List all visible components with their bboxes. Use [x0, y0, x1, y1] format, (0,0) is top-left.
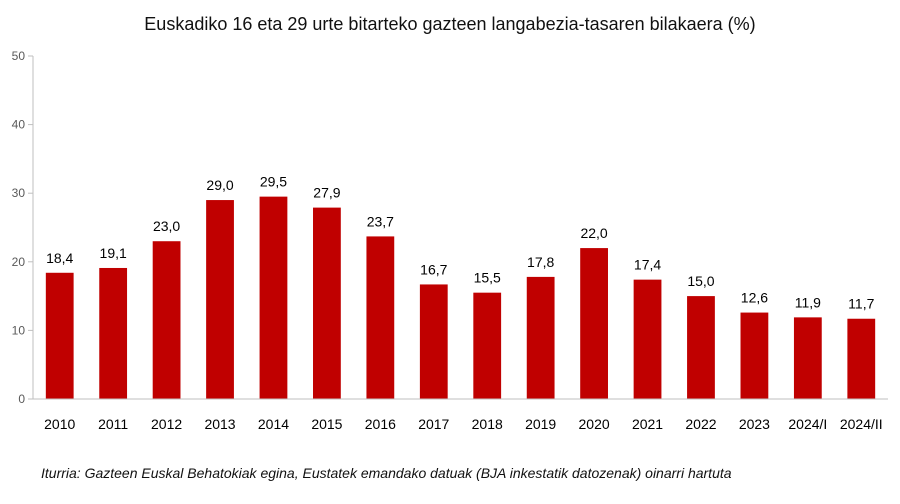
bar: [152, 241, 181, 399]
data-label: 11,9: [795, 294, 821, 310]
x-tick-label: 2020: [579, 416, 610, 432]
x-tick-label: 2010: [44, 416, 75, 432]
bar: [847, 318, 876, 399]
bar: [45, 272, 74, 399]
source-note: Iturria: Gazteen Euskal Behatokiak egina…: [41, 465, 732, 481]
data-label: 29,5: [260, 174, 287, 190]
y-tick-label: 10: [12, 323, 26, 337]
bar: [793, 317, 822, 399]
data-label: 15,5: [474, 270, 501, 286]
x-tick-label: 2021: [632, 416, 663, 432]
x-tick-label: 2014: [258, 416, 289, 432]
y-tick-label: 0: [18, 392, 25, 406]
bar: [473, 292, 502, 399]
x-tick-label: 2016: [365, 416, 396, 432]
data-label: 29,0: [206, 177, 233, 193]
x-tick-label: 2013: [204, 416, 235, 432]
data-label: 11,7: [848, 296, 874, 312]
y-tick-label: 30: [12, 186, 26, 200]
data-label: 16,7: [420, 261, 447, 277]
bar: [526, 276, 555, 399]
data-label: 23,7: [367, 213, 394, 229]
chart-title: Euskadiko 16 eta 29 urte bitarteko gazte…: [144, 14, 756, 34]
bar: [419, 284, 448, 399]
data-label: 22,0: [580, 225, 607, 241]
data-label: 12,6: [741, 290, 768, 306]
data-label: 18,4: [46, 250, 73, 266]
bar: [99, 267, 128, 399]
data-label: 23,0: [153, 218, 180, 234]
bar: [366, 236, 395, 399]
y-tick-label: 50: [12, 49, 26, 63]
bar: [740, 312, 769, 399]
bar: [206, 200, 234, 399]
x-tick-label: 2011: [98, 416, 128, 432]
data-label: 19,1: [100, 245, 127, 261]
bar: [687, 296, 715, 399]
x-tick-label: 2024/II: [840, 416, 883, 432]
y-tick-label: 20: [12, 255, 26, 269]
data-label: 17,4: [634, 257, 661, 273]
bar: [313, 207, 341, 399]
bars: 18,4 19,1 23,0 29,0 29,5 27,9 23,7 16,7 15,5 17,8…: [45, 174, 876, 399]
x-tick-label: 2012: [151, 416, 182, 432]
data-label: 15,0: [687, 273, 714, 289]
data-label: 17,8: [527, 254, 554, 270]
y-tick-label: 40: [12, 118, 26, 132]
y-axis: 0 10 20 30 40 50: [12, 49, 34, 406]
bar: [580, 248, 608, 399]
x-tick-label: 2018: [472, 416, 503, 432]
x-tick-label: 2023: [739, 416, 770, 432]
x-tick-label: 2019: [525, 416, 556, 432]
bar: [633, 279, 662, 399]
x-tick-label: 2024/I: [788, 416, 827, 432]
data-label: 27,9: [313, 185, 340, 201]
x-tick-label: 2017: [418, 416, 449, 432]
x-tick-label: 2015: [311, 416, 342, 432]
x-tick-label: 2022: [685, 416, 716, 432]
x-axis: 2010 2011 2012 2013 2014 2015 2016 2017 2018 2019…: [33, 398, 888, 432]
bar: [259, 196, 288, 399]
